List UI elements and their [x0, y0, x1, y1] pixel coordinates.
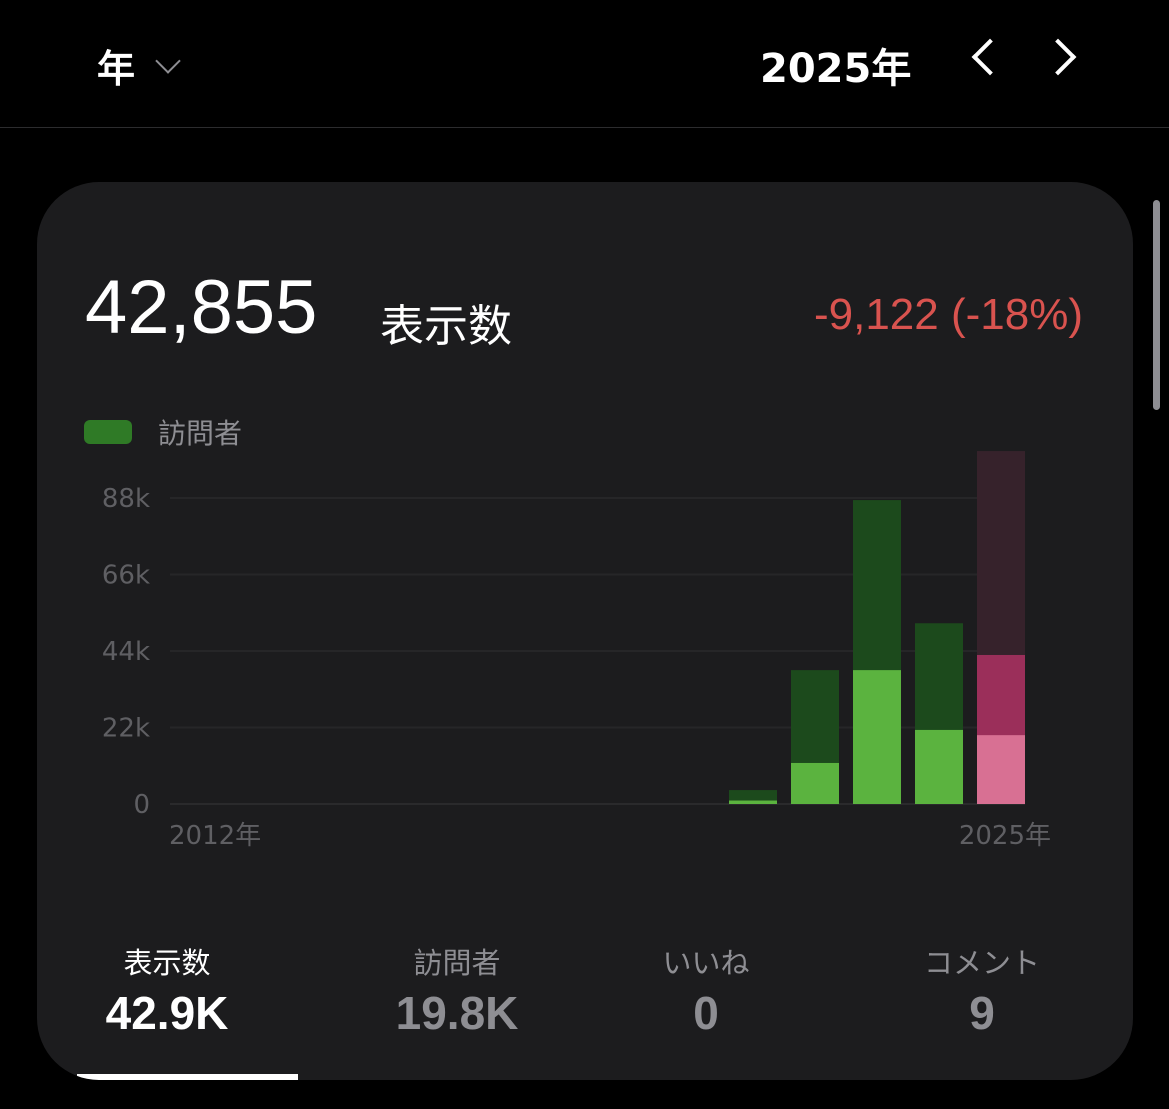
y-tick-label: 0	[133, 790, 150, 820]
stat-label: 表示数	[123, 946, 211, 980]
stat-tab-comments[interactable]: コメント 9	[907, 940, 1057, 1040]
period-selector[interactable]: 年	[97, 38, 181, 93]
chevron-left-icon[interactable]	[971, 38, 1009, 76]
y-tick-label: 88k	[102, 484, 150, 514]
stat-value: 9	[969, 987, 995, 1039]
total-views-unit: 表示数	[380, 301, 512, 352]
stat-label: いいね	[662, 946, 750, 980]
x-tick-label: 2012年	[169, 821, 261, 851]
period-label: 年	[97, 47, 136, 91]
y-tick-label: 22k	[102, 714, 150, 744]
chart-legend: 訪問者	[84, 412, 242, 452]
bar-visitors	[977, 735, 1025, 804]
stat-value: 19.8K	[395, 987, 519, 1039]
scrollbar[interactable]	[1153, 200, 1160, 410]
bar-chart: 0 22k 44k 66k 88k 2012年 2025年	[102, 451, 1051, 851]
stats-card: 42,855 表示数 -9,122 (-18%) 訪問者 0 22k 44k 66k 8…	[37, 182, 1133, 1080]
chevron-down-icon	[155, 47, 181, 74]
total-views: 42,855	[85, 265, 318, 350]
active-tab-indicator	[77, 1074, 298, 1080]
top-bar: 年 2025年	[0, 0, 1169, 128]
legend-swatch	[84, 420, 132, 444]
stat-tab-likes[interactable]: いいね 0	[632, 940, 780, 1040]
stat-value: 0	[693, 987, 719, 1039]
stat-label: コメント	[923, 946, 1040, 980]
stat-tab-visitors[interactable]: 訪問者 19.8K	[382, 940, 532, 1040]
change-value: -9,122 (-18%)	[813, 290, 1083, 339]
stat-tab-views[interactable]: 表示数 42.9K	[97, 940, 237, 1040]
bar-visitors	[791, 762, 839, 804]
chevron-right-icon[interactable]	[1039, 38, 1077, 76]
stat-value: 42.9K	[105, 987, 229, 1039]
stat-label: 訪問者	[413, 946, 501, 980]
bar-visitors	[729, 800, 777, 804]
bar-visitors	[853, 670, 901, 804]
x-tick-label: 2025年	[959, 821, 1051, 851]
bar-visitors	[915, 729, 963, 804]
y-tick-label: 44k	[102, 637, 150, 667]
y-tick-label: 66k	[102, 561, 150, 591]
legend-label: 訪問者	[158, 417, 243, 450]
current-year: 2025年	[760, 46, 912, 92]
